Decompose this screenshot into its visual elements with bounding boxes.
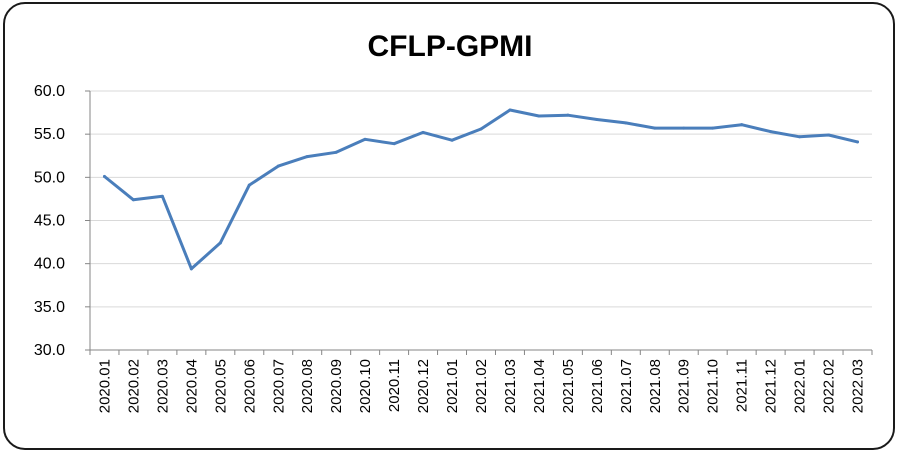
x-tick-label: 2021.06 [589, 359, 606, 413]
series-layer [102, 108, 860, 271]
x-axis-tick-labels: 2020.01 2020.02 2020.03 2020.04 2020.05 2020.… [96, 359, 866, 413]
y-tick-label: 60.0 [34, 83, 65, 100]
x-tick-label: 2020.07 [270, 359, 287, 413]
x-tick-label: 2020.08 [299, 359, 316, 413]
x-tick-label: 2021.01 [444, 359, 461, 413]
data-point [769, 130, 773, 134]
data-point [682, 126, 686, 130]
x-tick-label: 2020.03 [154, 359, 171, 413]
x-tick-label: 2022.02 [821, 359, 838, 413]
x-tick-label: 2021.09 [676, 359, 693, 413]
data-point [624, 121, 628, 125]
data-point [827, 133, 831, 137]
data-point [740, 123, 744, 127]
data-point [450, 138, 454, 142]
x-tick-label: 2021.02 [473, 359, 490, 413]
data-point [856, 140, 860, 144]
x-tick-label: 2020.11 [386, 359, 403, 412]
data-point [363, 137, 367, 141]
data-point [392, 142, 396, 146]
x-tick-label: 2020.06 [241, 359, 258, 413]
y-tick-label: 55.0 [34, 126, 65, 143]
data-point [160, 194, 164, 198]
x-tick-label: 2022.01 [792, 359, 809, 413]
data-point [798, 135, 802, 139]
x-tick-label: 2020.05 [212, 359, 229, 413]
y-tick-label: 50.0 [34, 169, 65, 186]
data-point [537, 114, 541, 118]
x-tick-label: 2021.07 [618, 359, 635, 413]
data-point [305, 155, 309, 159]
x-tick-label: 2020.12 [415, 359, 432, 413]
axes [85, 90, 873, 355]
y-tick-label: 45.0 [34, 213, 65, 230]
chart-title: CFLP-GPMI [368, 30, 533, 63]
data-point [247, 183, 251, 187]
data-point [711, 126, 715, 130]
data-point [653, 126, 657, 130]
data-point [479, 127, 483, 131]
x-tick-label: 2021.04 [531, 359, 548, 413]
data-point [102, 174, 106, 178]
x-tick-label: 2021.12 [763, 359, 780, 413]
data-point [334, 150, 338, 154]
data-point [421, 130, 425, 134]
y-tick-label: 40.0 [34, 256, 65, 273]
data-point [508, 108, 512, 112]
x-tick-label: 2021.08 [647, 359, 664, 413]
data-point [595, 117, 599, 121]
x-tick-label: 2021.11 [734, 359, 751, 412]
x-tick-label: 2021.10 [705, 359, 722, 413]
data-point [218, 241, 222, 245]
y-axis-tick-labels: 30.0 35.0 40.0 45.0 50.0 55.0 60.0 [34, 83, 65, 359]
y-tick-label: 30.0 [34, 342, 65, 359]
x-tick-label: 2022.03 [850, 359, 867, 413]
x-tick-label: 2021.03 [502, 359, 519, 413]
data-point [189, 267, 193, 271]
chart-frame [3, 2, 895, 450]
data-point [131, 198, 135, 202]
y-tick-label: 35.0 [34, 299, 65, 316]
data-point [276, 164, 280, 168]
x-tick-label: 2020.02 [125, 359, 142, 413]
x-tick-label: 2020.10 [357, 359, 374, 413]
gridlines [90, 90, 872, 308]
x-tick-label: 2020.04 [183, 359, 200, 413]
x-tick-label: 2021.05 [560, 359, 577, 413]
x-tick-label: 2020.09 [328, 359, 345, 413]
x-tick-label: 2020.01 [96, 359, 113, 413]
data-point [566, 113, 570, 117]
